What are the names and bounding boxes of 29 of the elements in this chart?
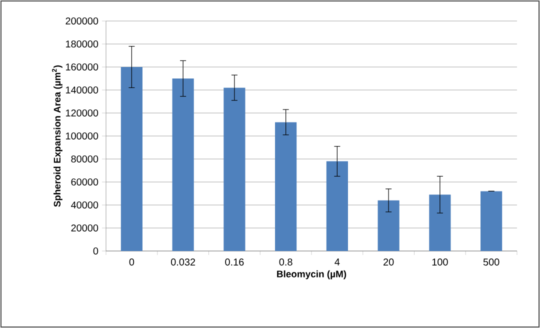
y-tick-label: 0	[93, 247, 98, 255]
y-tick-label: 160000	[66, 63, 98, 71]
y-tick-label: 80000	[71, 155, 98, 163]
bar	[429, 194, 451, 251]
bar	[172, 78, 194, 251]
x-tick-label: 0.16	[225, 258, 244, 266]
y-tick-label: 140000	[66, 86, 98, 94]
bar	[120, 66, 142, 251]
x-axis-title: Bleomycin (µM)	[277, 270, 346, 280]
y-axis-title: Spheroid Expansion Area (µm$^{2}$)	[52, 65, 62, 207]
bar	[480, 191, 502, 251]
y-tick-label: 20000	[71, 224, 98, 232]
x-tick-label: 0	[129, 258, 134, 266]
x-tick-label: 4	[334, 258, 340, 266]
y-tick-label: 100000	[66, 132, 98, 140]
bar	[378, 200, 400, 251]
y-tick-label: 200000	[66, 17, 98, 25]
x-tick-label: 0.8	[279, 258, 292, 266]
bar	[326, 161, 348, 251]
bar	[275, 122, 297, 251]
y-tick-label: 180000	[66, 40, 98, 48]
y-tick-label: 60000	[71, 178, 98, 186]
x-tick-label: 0.032	[170, 258, 196, 266]
x-tick-label: 500	[483, 258, 500, 266]
y-tick-label: 120000	[66, 109, 98, 117]
x-tick-label: 100	[432, 258, 448, 266]
x-tick-label: 20	[384, 258, 394, 266]
y-tick-label: 40000	[71, 201, 98, 209]
bar	[224, 88, 246, 251]
